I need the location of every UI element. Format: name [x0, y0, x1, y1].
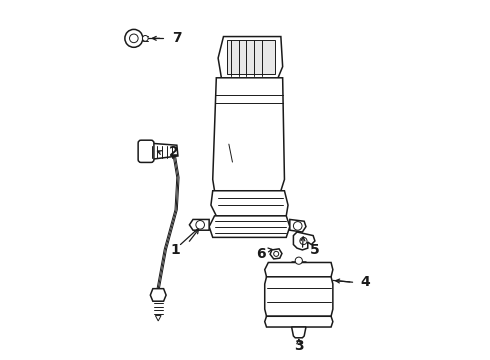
Text: 1: 1 — [170, 243, 180, 257]
Circle shape — [300, 237, 307, 244]
Circle shape — [274, 251, 279, 256]
Text: 6: 6 — [256, 247, 266, 261]
Polygon shape — [148, 143, 178, 159]
FancyBboxPatch shape — [138, 140, 154, 162]
Polygon shape — [294, 232, 315, 250]
Text: 3: 3 — [294, 339, 304, 353]
Polygon shape — [218, 37, 283, 80]
Polygon shape — [292, 327, 306, 338]
Polygon shape — [290, 220, 306, 232]
Polygon shape — [270, 249, 282, 259]
Text: 2: 2 — [169, 145, 178, 159]
Bar — [227, 40, 275, 74]
Polygon shape — [265, 262, 333, 277]
Text: 4: 4 — [360, 275, 370, 289]
Polygon shape — [155, 316, 161, 321]
Polygon shape — [265, 277, 333, 316]
Text: 7: 7 — [172, 31, 182, 45]
Text: 5: 5 — [310, 243, 320, 257]
Polygon shape — [190, 220, 209, 230]
Circle shape — [129, 34, 138, 42]
Polygon shape — [213, 78, 285, 191]
Circle shape — [196, 221, 204, 229]
Circle shape — [294, 222, 302, 230]
Circle shape — [143, 36, 148, 41]
Polygon shape — [265, 316, 333, 327]
Polygon shape — [150, 289, 166, 301]
Polygon shape — [211, 191, 288, 216]
Circle shape — [295, 257, 302, 264]
Circle shape — [125, 30, 143, 47]
Polygon shape — [209, 216, 290, 237]
